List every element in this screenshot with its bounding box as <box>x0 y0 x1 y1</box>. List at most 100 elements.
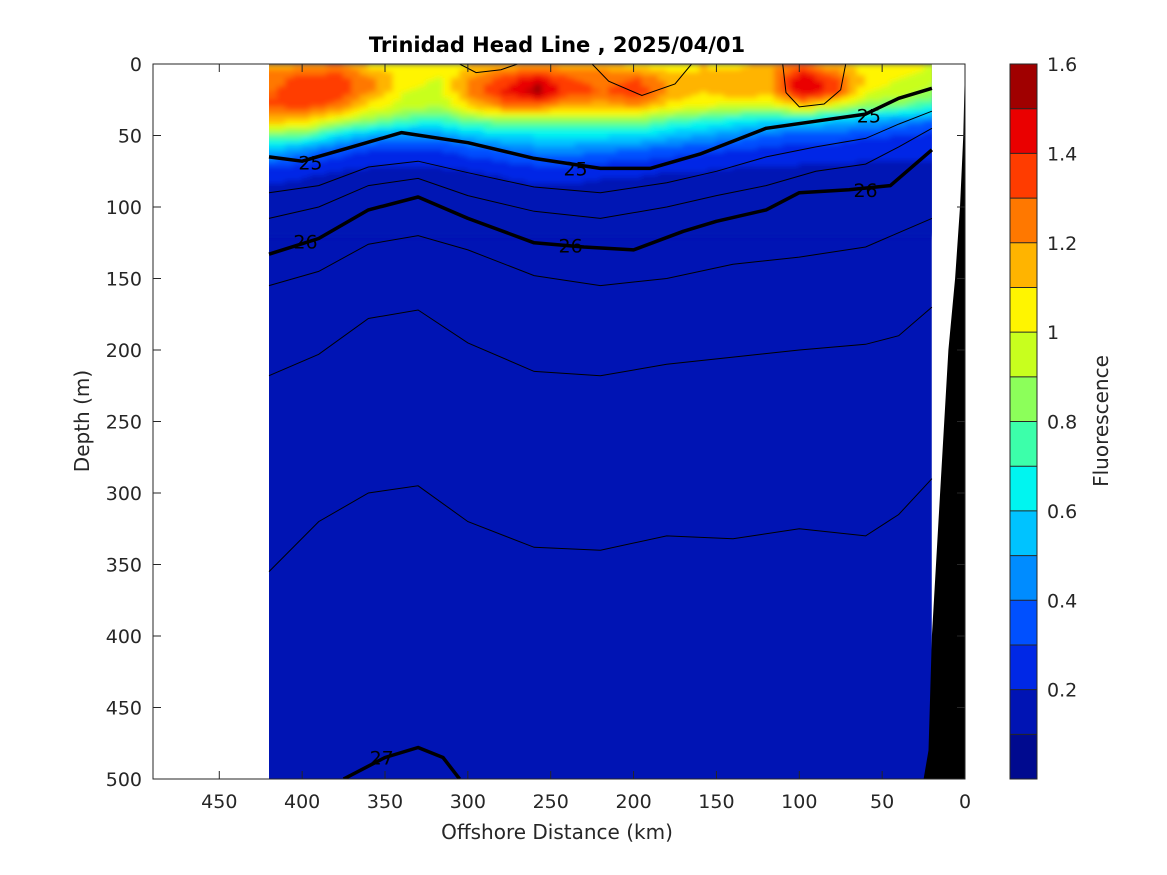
field-cell <box>699 146 709 151</box>
field-cell <box>749 155 759 160</box>
field-cell <box>425 223 436 228</box>
field-cell <box>666 123 676 128</box>
field-cell <box>475 69 486 74</box>
field-cell <box>691 103 701 108</box>
field-cell <box>409 149 419 154</box>
field-cell <box>467 152 477 157</box>
field-cell <box>682 72 693 77</box>
field-cell <box>873 160 883 165</box>
field-cell <box>765 114 776 120</box>
field-cell <box>566 200 577 205</box>
field-cell <box>500 106 510 111</box>
field-cell <box>906 160 916 165</box>
field-cell <box>724 195 734 200</box>
field-cell <box>749 100 759 105</box>
field-cell <box>633 89 643 94</box>
field-cell <box>401 103 411 108</box>
field-cell <box>641 189 651 194</box>
thin-density-contour <box>268 110 933 194</box>
field-cell <box>624 217 635 222</box>
field-cell <box>823 126 834 131</box>
field-cell <box>269 149 278 154</box>
field-cell <box>873 175 883 180</box>
field-cell <box>765 180 776 185</box>
field-cell <box>599 189 610 194</box>
field-cell <box>450 223 461 228</box>
field-cell <box>326 160 336 165</box>
field-cell <box>649 195 660 200</box>
field-cell <box>467 220 477 225</box>
field-cell <box>840 206 850 211</box>
field-cell <box>691 200 701 205</box>
field-cell <box>425 86 436 91</box>
field-cell <box>483 155 494 160</box>
field-cell <box>351 200 361 205</box>
field-cell <box>840 226 850 231</box>
field-cell <box>591 172 602 177</box>
field-cell <box>276 120 287 125</box>
field-cell <box>401 72 411 77</box>
field-cell <box>359 123 370 128</box>
field-cell <box>367 149 378 154</box>
field-cell <box>392 77 403 82</box>
field-cell <box>376 175 386 180</box>
field-cell <box>392 109 403 114</box>
field-cell <box>409 80 419 85</box>
field-cell <box>666 149 676 154</box>
field-cell <box>798 232 809 237</box>
field-cell <box>848 175 858 180</box>
field-cell <box>873 137 883 142</box>
field-cell <box>691 86 701 91</box>
field-cell <box>898 112 908 117</box>
field-cell <box>591 114 602 120</box>
field-cell <box>641 206 651 211</box>
field-cell <box>881 72 892 77</box>
field-cell <box>392 160 403 165</box>
field-cell <box>343 83 353 88</box>
field-cell <box>749 135 759 140</box>
field-cell <box>376 220 386 225</box>
field-cell <box>873 103 883 108</box>
field-cell <box>873 77 883 82</box>
field-cell <box>450 192 461 197</box>
field-cell <box>840 132 850 137</box>
field-cell <box>599 215 610 220</box>
field-cell <box>740 183 751 188</box>
field-cell <box>691 175 701 180</box>
field-cell <box>707 114 718 120</box>
field-cell <box>500 155 510 160</box>
field-cell <box>823 183 834 188</box>
field-cell <box>409 183 419 188</box>
field-cell <box>392 195 403 200</box>
field-cell <box>732 203 742 208</box>
field-cell <box>873 223 883 228</box>
field-cell <box>525 186 535 191</box>
field-cell <box>575 120 585 125</box>
field-cell <box>757 92 767 97</box>
field-cell <box>657 155 668 160</box>
field-cell <box>591 180 602 185</box>
field-cell <box>831 69 842 74</box>
field-cell <box>575 129 585 134</box>
field-cell <box>500 97 510 102</box>
field-cell <box>790 129 800 134</box>
field-cell <box>566 203 577 208</box>
field-cell <box>608 209 618 214</box>
field-cell <box>898 100 908 105</box>
field-cell <box>459 83 469 88</box>
field-cell <box>450 66 461 71</box>
field-cell <box>624 209 635 214</box>
field-cell <box>334 109 345 114</box>
field-cell <box>285 66 295 71</box>
field-cell <box>525 74 535 79</box>
field-cell <box>807 155 817 160</box>
field-cell <box>666 229 676 234</box>
field-cell <box>699 80 709 85</box>
field-cell <box>599 120 610 125</box>
field-cell <box>293 72 303 77</box>
field-cell <box>732 77 742 82</box>
field-cell <box>881 217 892 222</box>
field-cell <box>359 66 370 71</box>
field-cell <box>840 117 850 122</box>
field-cell <box>782 80 792 85</box>
